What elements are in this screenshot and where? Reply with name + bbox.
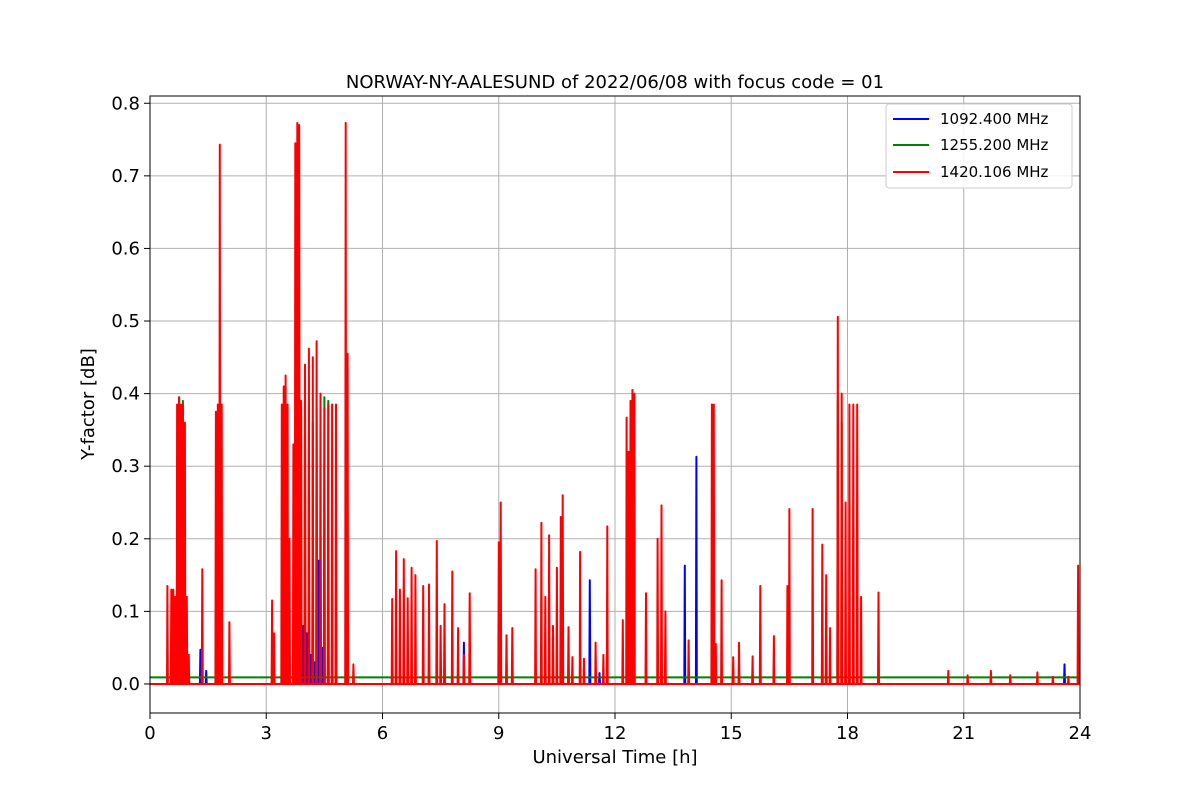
chart-title: NORWAY-NY-AALESUND of 2022/06/08 with fo…	[346, 72, 884, 93]
x-tick-label: 21	[952, 723, 975, 744]
legend-entry-2: 1420.106 MHz	[940, 163, 1049, 181]
y-tick-label: 0.6	[111, 238, 140, 259]
series-line-2	[150, 121, 1080, 685]
y-tick-label: 0.3	[111, 456, 140, 477]
x-tick-label: 24	[1069, 723, 1092, 744]
legend-entry-1: 1255.200 MHz	[940, 136, 1049, 154]
x-axis-label: Universal Time [h]	[532, 747, 697, 768]
y-tick-label: 0.0	[111, 674, 140, 695]
legend-box	[885, 103, 1073, 189]
x-tick-label: 6	[377, 723, 388, 744]
x-tick-label: 12	[604, 723, 627, 744]
x-tick-label: 18	[836, 723, 859, 744]
y-tick-label: 0.7	[111, 166, 140, 187]
series-layer	[150, 121, 1080, 685]
y-tick-label: 0.1	[111, 601, 140, 622]
legend-entry-0: 1092.400 MHz	[940, 110, 1049, 128]
y-tick-label: 0.4	[111, 384, 140, 405]
x-tick-label: 3	[261, 723, 272, 744]
y-tick-label: 0.8	[111, 93, 140, 114]
y-tick-label: 0.2	[111, 529, 140, 550]
x-tick-label: 0	[144, 723, 155, 744]
x-tick-label: 9	[493, 723, 504, 744]
y-tick-label: 0.5	[111, 311, 140, 332]
ticks: 0 3 6 9 12 15 18 21 24 0.0 0.1 0.2 0.3 0.4 0.5 0.6 0.7 0.…	[111, 93, 1091, 744]
y-axis-label: Y-factor [dB]	[78, 348, 99, 461]
legend: 1092.400 MHz 1255.200 MHz 1420.106 MHz	[885, 103, 1073, 189]
x-tick-label: 15	[720, 723, 743, 744]
